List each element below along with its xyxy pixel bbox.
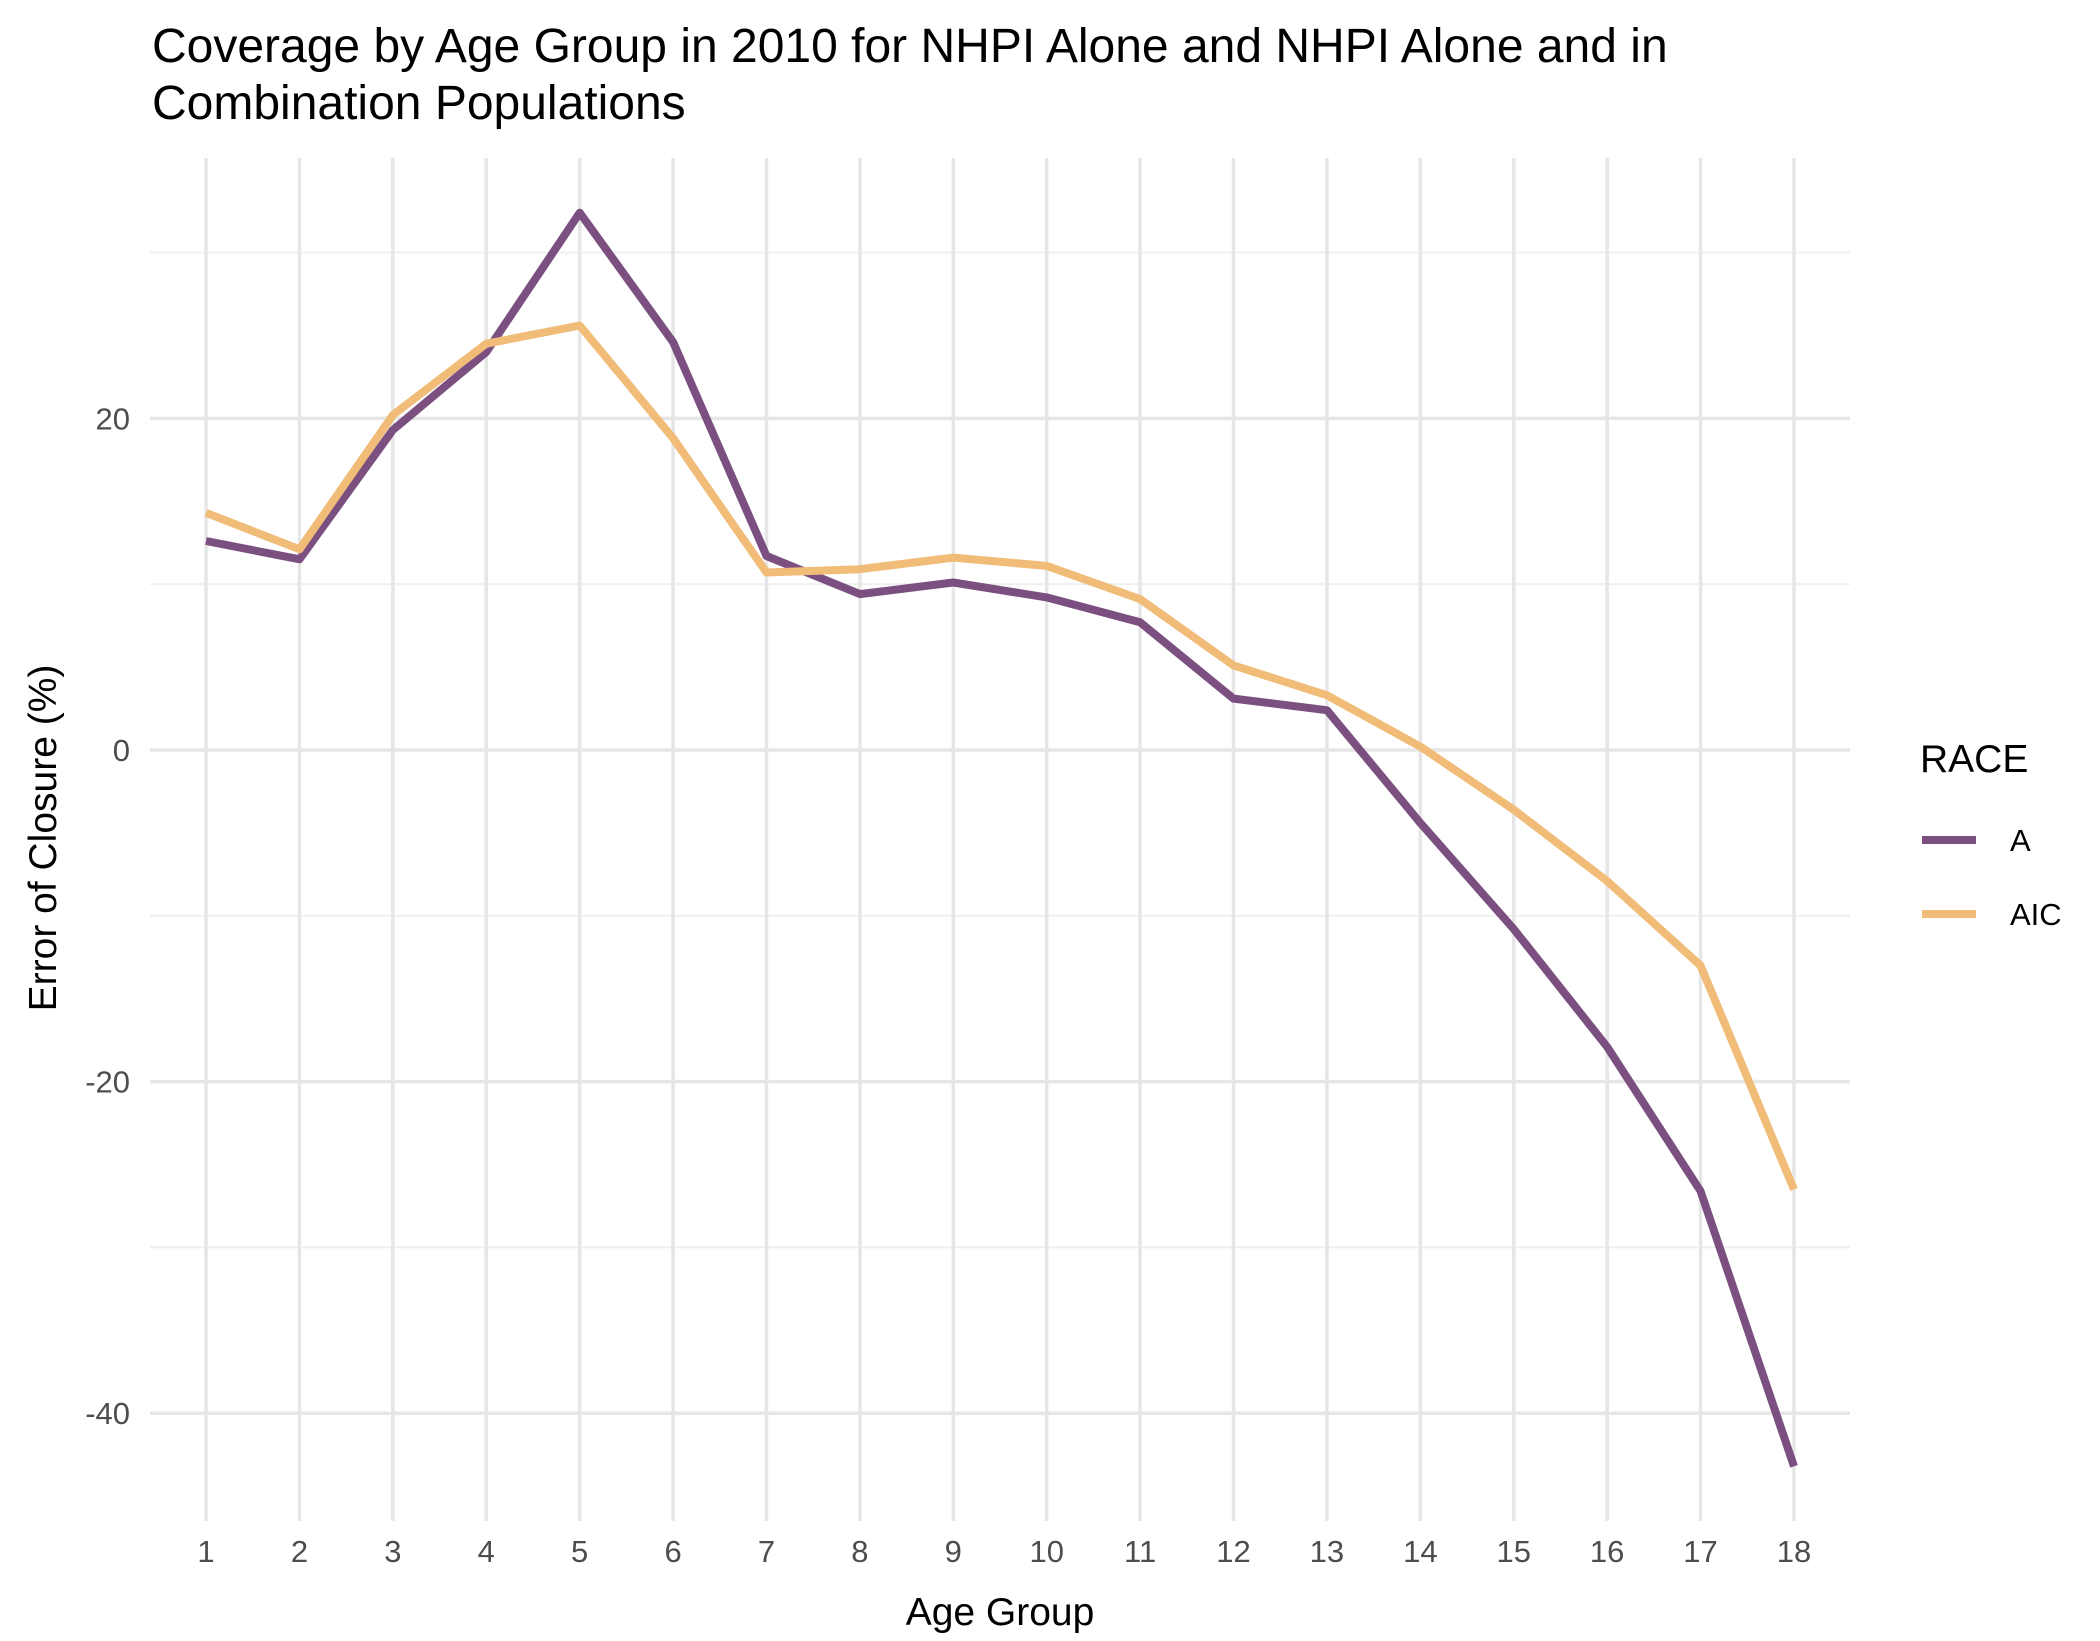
- x-tick-label: 6: [664, 1534, 681, 1569]
- series-line-aic: [204, 321, 1798, 1191]
- x-tick-label: 5: [571, 1534, 588, 1569]
- plot-series: [204, 208, 1798, 1468]
- x-axis-title: Age Group: [906, 1591, 1095, 1634]
- chart-title-line-2: Combination Populations: [152, 77, 686, 130]
- x-axis-ticks: 1 2 3 4 5 6 7 8 9 10 11 12 13 14 15 16 17 18: [197, 1534, 1811, 1569]
- y-tick-label: -20: [85, 1065, 130, 1100]
- x-tick-label: 15: [1496, 1534, 1530, 1569]
- x-tick-label: 1: [197, 1534, 214, 1569]
- legend-label-a: A: [2010, 823, 2031, 858]
- x-tick-label: 9: [945, 1534, 962, 1569]
- legend: RACE A AIC: [1920, 738, 2062, 932]
- y-axis-title: Error of Closure (%): [22, 665, 65, 1012]
- x-tick-label: 18: [1777, 1534, 1811, 1569]
- chart-title-line-1: Coverage by Age Group in 2010 for NHPI A…: [152, 20, 1668, 73]
- plot-grid: [150, 158, 1850, 1521]
- series-line-a: [205, 208, 1798, 1468]
- x-tick-label: 3: [384, 1534, 401, 1569]
- x-tick-label: 17: [1683, 1534, 1717, 1569]
- x-tick-label: 2: [291, 1534, 308, 1569]
- x-tick-label: 4: [478, 1534, 495, 1569]
- x-tick-label: 8: [851, 1534, 868, 1569]
- x-tick-label: 7: [758, 1534, 775, 1569]
- y-tick-label: -40: [85, 1396, 130, 1431]
- x-tick-label: 10: [1029, 1534, 1063, 1569]
- x-tick-label: 11: [1124, 1534, 1156, 1569]
- x-tick-label: 13: [1310, 1534, 1344, 1569]
- x-tick-label: 14: [1403, 1534, 1437, 1569]
- legend-title: RACE: [1920, 738, 2028, 781]
- legend-label-aic: AIC: [2010, 897, 2062, 932]
- y-tick-label: 0: [113, 733, 130, 768]
- x-tick-label: 12: [1216, 1534, 1250, 1569]
- y-tick-label: 20: [96, 401, 130, 436]
- y-axis-ticks: -40 -20 0 20: [85, 401, 130, 1431]
- x-tick-label: 16: [1590, 1534, 1624, 1569]
